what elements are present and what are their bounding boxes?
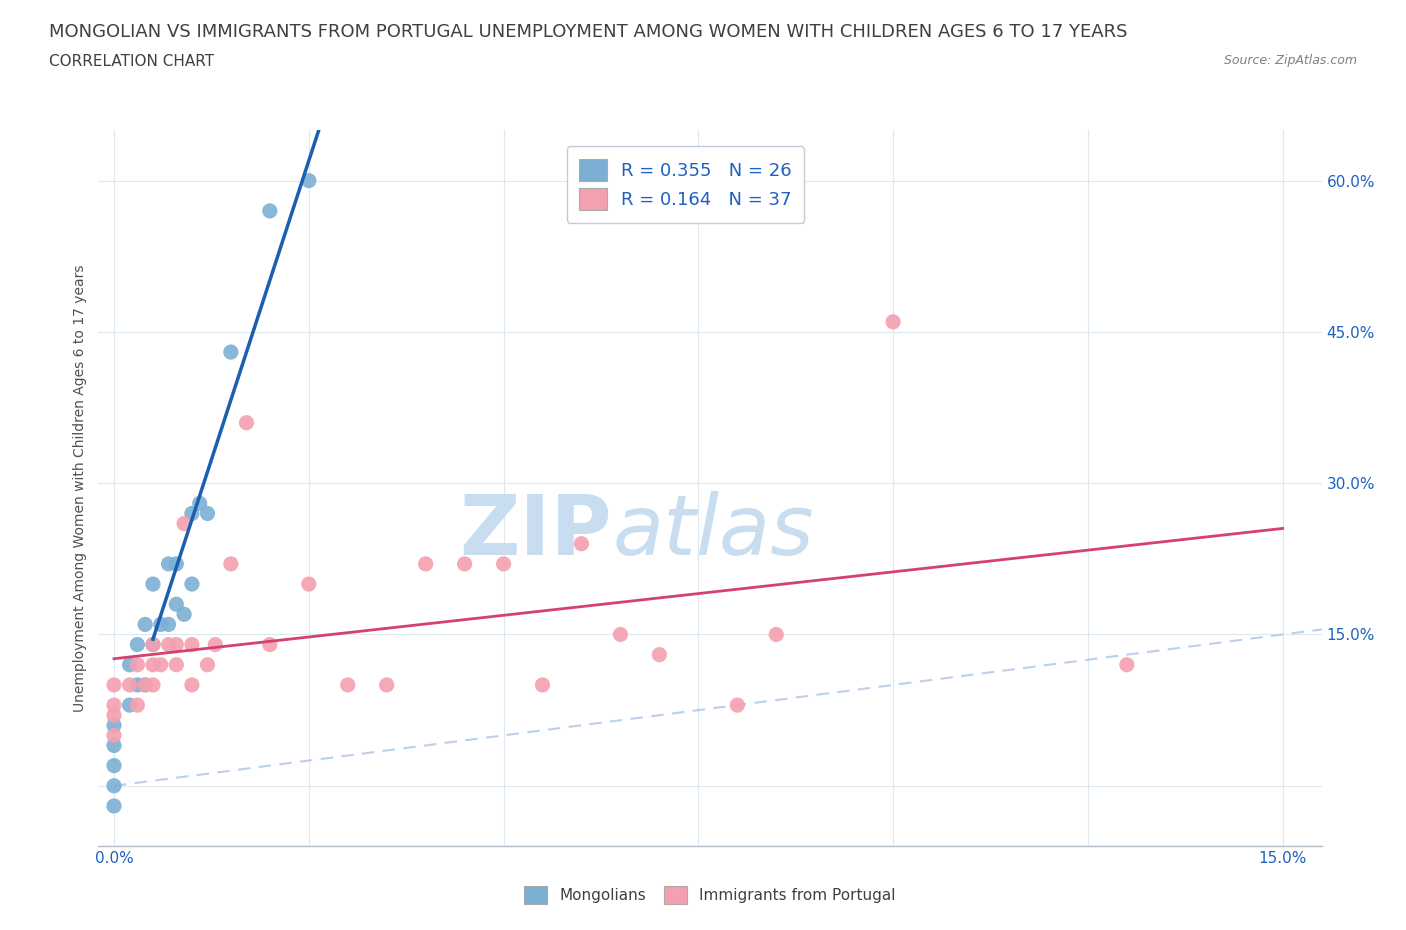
Point [127,637,149,652]
Point [259,204,281,219]
Point [103,708,125,723]
Point [127,698,149,712]
Point [235,416,257,431]
Point [103,738,125,753]
Point [165,556,187,571]
Point [142,637,165,652]
Point [180,506,202,521]
Point [609,627,631,642]
Point [219,556,242,571]
Point [118,658,141,672]
Point [173,607,195,622]
Point [118,698,141,712]
Point [375,677,398,692]
Point [127,677,149,692]
Point [298,173,321,188]
Point [142,677,165,692]
Point [415,556,437,571]
Point [180,677,202,692]
Point [103,677,125,692]
Point [173,516,195,531]
Point [157,556,180,571]
Text: CORRELATION CHART: CORRELATION CHART [49,54,214,69]
Point [765,627,787,642]
Legend: Mongolians, Immigrants from Portugal: Mongolians, Immigrants from Portugal [517,880,903,910]
Point [197,658,219,672]
Point [298,577,321,591]
Point [157,637,180,652]
Point [219,345,242,360]
Point [882,314,904,329]
Point [134,677,156,692]
Text: MONGOLIAN VS IMMIGRANTS FROM PORTUGAL UNEMPLOYMENT AMONG WOMEN WITH CHILDREN AGE: MONGOLIAN VS IMMIGRANTS FROM PORTUGAL UN… [49,23,1128,41]
Point [142,658,165,672]
Point [103,778,125,793]
Point [336,677,359,692]
Point [204,637,226,652]
Text: ZIP: ZIP [460,491,612,572]
Point [134,617,156,631]
Text: atlas: atlas [612,491,814,572]
Point [531,677,554,692]
Point [149,658,172,672]
Point [142,577,165,591]
Point [648,647,671,662]
Point [157,617,180,631]
Text: Source: ZipAtlas.com: Source: ZipAtlas.com [1223,54,1357,67]
Point [103,698,125,712]
Point [180,577,202,591]
Point [134,677,156,692]
Point [142,637,165,652]
Point [453,556,475,571]
Y-axis label: Unemployment Among Women with Children Ages 6 to 17 years: Unemployment Among Women with Children A… [73,264,87,712]
Point [180,637,202,652]
Point [1115,658,1137,672]
Point [165,658,187,672]
Point [725,698,748,712]
Point [103,718,125,733]
Point [165,637,187,652]
Point [492,556,515,571]
Point [149,617,172,631]
Point [103,758,125,773]
Point [103,728,125,743]
Point [127,658,149,672]
Point [197,506,219,521]
Point [571,537,593,551]
Point [118,677,141,692]
Point [165,597,187,612]
Point [103,799,125,814]
Point [188,496,211,511]
Point [259,637,281,652]
